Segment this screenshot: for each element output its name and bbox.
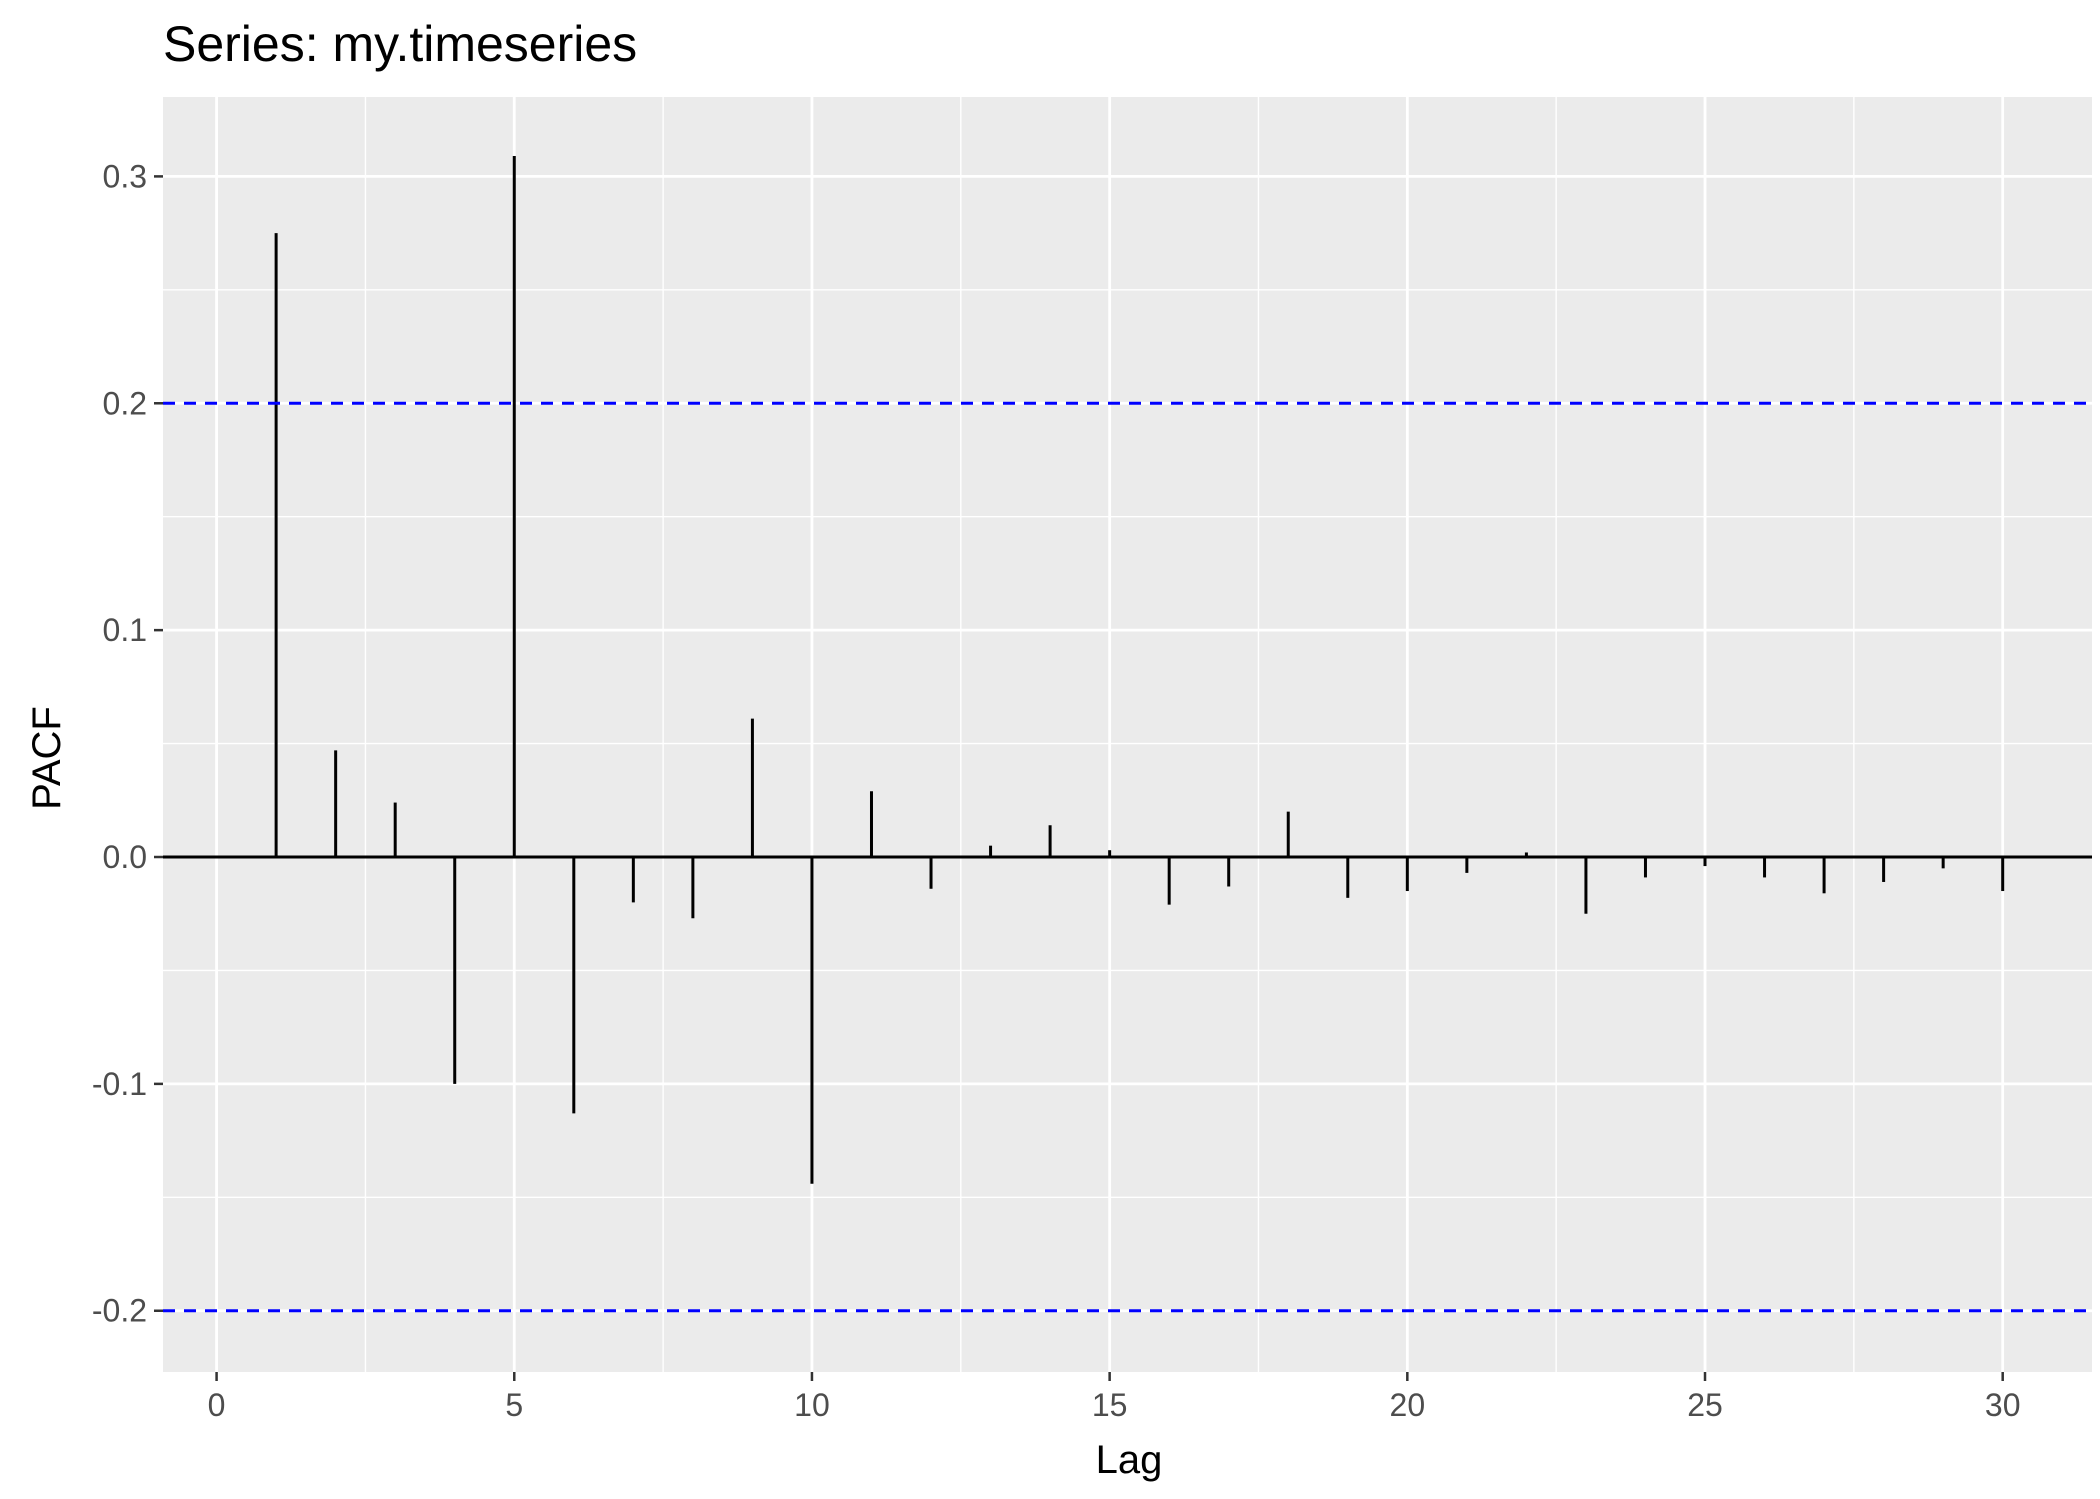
- x-tick-label: 0: [208, 1387, 226, 1423]
- x-tick-label: 15: [1092, 1387, 1128, 1423]
- y-tick-label: -0.1: [92, 1066, 147, 1102]
- y-tick-label: 0.1: [103, 612, 147, 648]
- y-tick-label: 0.0: [103, 839, 147, 875]
- y-tick-label: -0.2: [92, 1293, 147, 1329]
- pacf-bars: [274, 155, 2005, 1184]
- y-tick-label: 0.2: [103, 385, 147, 421]
- x-tick-label: 5: [505, 1387, 523, 1423]
- x-tick-label: 25: [1687, 1387, 1723, 1423]
- y-axis-title: PACF: [25, 706, 69, 810]
- y-tick-label: 0.3: [103, 158, 147, 194]
- x-tick-label: 30: [1985, 1387, 2021, 1423]
- plot-panel: [163, 97, 2092, 1372]
- x-axis-ticks: 0 5 10 15 20 25 30: [208, 1372, 2021, 1423]
- x-axis-title: Lag: [1096, 1438, 1163, 1482]
- minor-gridlines: [163, 97, 2092, 1372]
- chart-title: Series: my.timeseries: [163, 16, 637, 72]
- x-tick-label: 20: [1390, 1387, 1426, 1423]
- x-tick-label: 10: [794, 1387, 830, 1423]
- confidence-bounds: [163, 401, 2092, 1313]
- y-axis-ticks: -0.2 -0.1 0.0 0.1 0.2 0.3: [92, 158, 163, 1329]
